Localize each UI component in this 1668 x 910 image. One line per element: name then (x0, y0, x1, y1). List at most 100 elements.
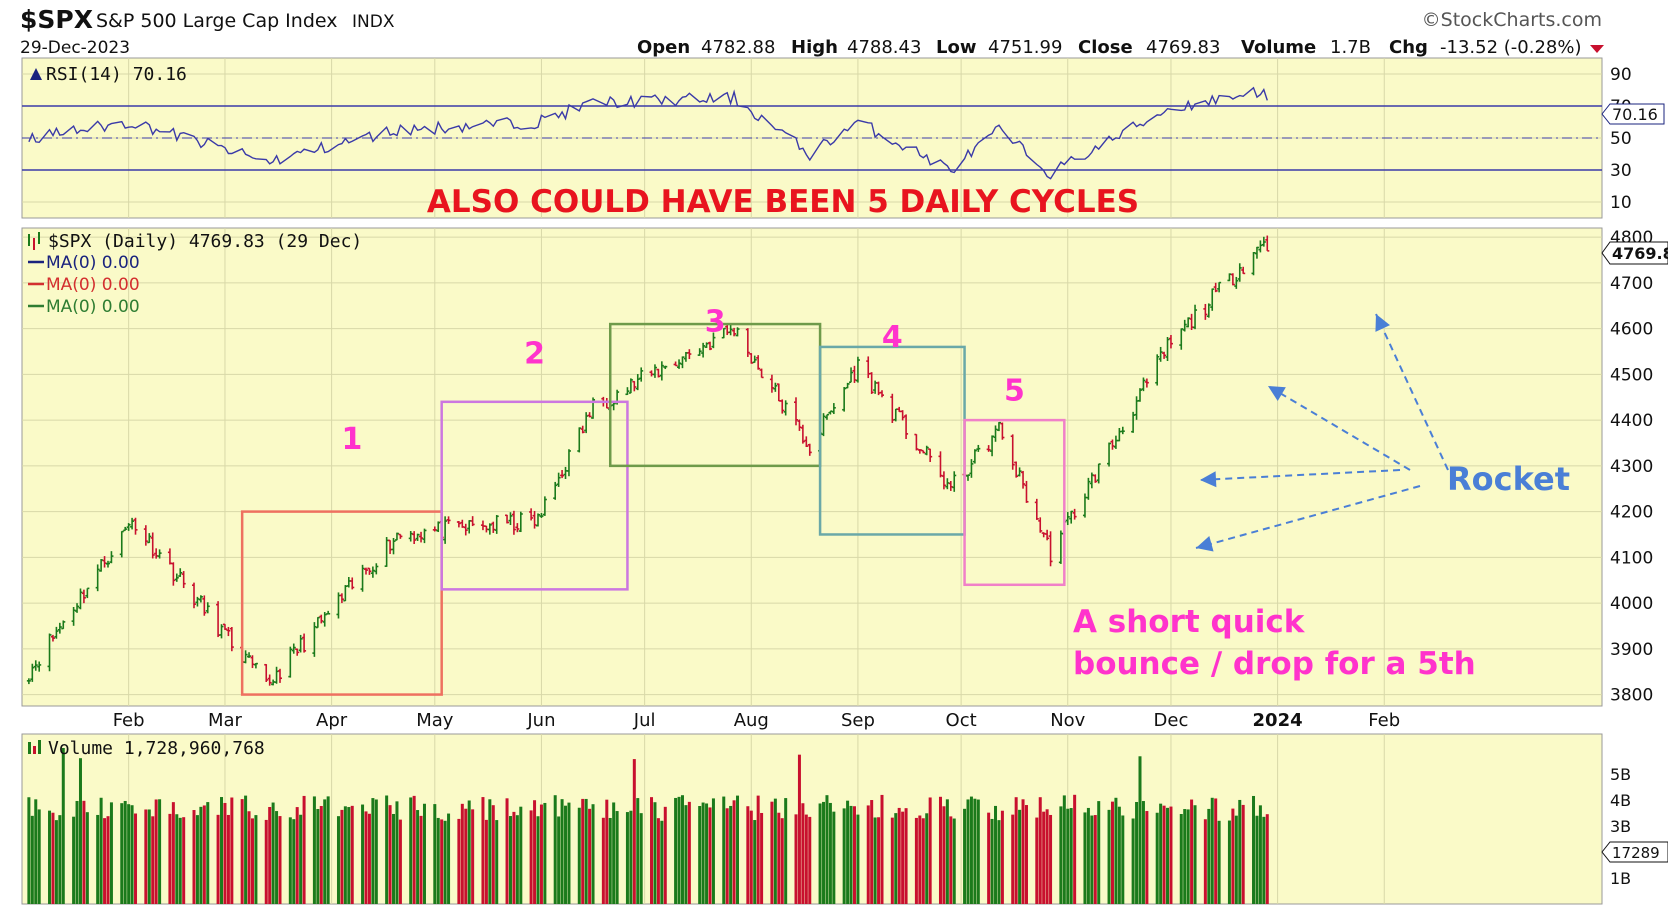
volume-bar (842, 808, 846, 904)
rsi-tick-label: 90 (1610, 65, 1632, 85)
price-tick-label: 4400 (1610, 411, 1653, 431)
price-bar (436, 521, 441, 533)
volume-bar (75, 800, 79, 904)
volume-bar (650, 797, 654, 904)
volume-bar (268, 806, 272, 904)
volume-bar (581, 798, 585, 904)
volume-bar (856, 814, 860, 904)
volume-bar (127, 804, 131, 904)
cycle-label: 1 (341, 422, 362, 457)
volume-bar (832, 811, 836, 904)
price-bar (47, 633, 52, 672)
price-bar (1086, 477, 1091, 500)
volume-bar (1083, 812, 1087, 904)
volume-bar (749, 810, 753, 904)
volume-bar (846, 800, 850, 904)
rocket-arrows (1195, 313, 1449, 552)
price-bar (75, 603, 80, 613)
volume-bar (708, 807, 712, 904)
exchange: INDX (352, 12, 395, 32)
volume-bar (808, 816, 812, 904)
volume-bar (244, 795, 248, 904)
price-bar (508, 512, 513, 526)
volume-bar (123, 800, 127, 904)
price-bar (1162, 351, 1167, 359)
volume-bar (512, 811, 516, 904)
month-label: Aug (734, 710, 769, 731)
price-bar (759, 368, 764, 379)
price-bar (1024, 480, 1029, 503)
volume-bar (577, 807, 581, 904)
price-bar (1038, 517, 1043, 533)
price-bar (972, 449, 977, 464)
volume-bar (533, 800, 537, 904)
price-bar (1206, 303, 1211, 318)
price-bar (849, 367, 854, 384)
volume-bar (818, 803, 822, 904)
volume-bar (1097, 801, 1101, 904)
volume-bar (1179, 814, 1183, 904)
volume-bar (901, 811, 905, 904)
price-bar (494, 514, 499, 534)
price-legend-label: $SPX (Daily) 4769.83 (29 Dec) (48, 231, 362, 252)
note-line-2: bounce / drop for a 5th (1073, 646, 1476, 682)
rocket-arrow-head-icon (1196, 536, 1214, 552)
price-bar (1110, 439, 1115, 450)
volume-tick-label: 1B (1610, 869, 1631, 888)
price-bar (687, 349, 692, 360)
price-bar (990, 435, 995, 457)
price-bar (735, 327, 740, 337)
volume-bar (247, 811, 251, 904)
price-bar (198, 595, 203, 603)
price-bar (966, 474, 970, 481)
volume-bar (443, 820, 447, 904)
volume-bar (780, 818, 784, 904)
volume-bar (508, 816, 512, 904)
volume-bar (866, 805, 870, 904)
volume-bar (199, 806, 203, 904)
volume-bar (409, 797, 413, 904)
volume-bar (760, 812, 764, 904)
volume-bar (230, 797, 234, 904)
price-tick-label: 4300 (1610, 457, 1653, 477)
volume-bar (481, 797, 485, 904)
volume-bar (1231, 808, 1235, 904)
volume-bar (680, 795, 684, 904)
volume-bar (385, 795, 389, 904)
volume-bar (288, 817, 292, 904)
price-bar (1230, 273, 1235, 286)
volume-bar (109, 802, 113, 904)
price-tick-label: 4200 (1610, 503, 1653, 523)
price-bar (415, 533, 420, 541)
price-tick-label: 4100 (1610, 548, 1653, 568)
price-bar (756, 355, 761, 370)
ma-legend-label: MA(0) 0.00 (46, 275, 140, 295)
price-bar (370, 566, 375, 578)
volume-bar (773, 798, 777, 904)
volume-layer (27, 748, 1269, 904)
volume-bar (1193, 805, 1197, 904)
price-bar (109, 551, 114, 564)
volume-bar (195, 815, 199, 904)
volume-bar (732, 800, 736, 904)
volume-bar (674, 797, 678, 904)
volume-bar (852, 806, 856, 904)
price-tick-label: 4700 (1610, 274, 1653, 294)
volume-bar (605, 799, 609, 904)
volume-bar (801, 803, 805, 904)
price-bar (253, 662, 258, 669)
high-value: 4788.43 (847, 37, 921, 58)
volume-bar (96, 814, 100, 904)
volume-bar (292, 819, 296, 904)
price-bar (226, 626, 231, 637)
volume-bar (85, 812, 89, 904)
price-bar (1096, 463, 1101, 484)
price-bar (1000, 422, 1005, 440)
note-line-1: A short quick (1073, 604, 1306, 640)
volume-bar (326, 796, 330, 904)
price-bar (560, 470, 565, 479)
price-bar (904, 414, 909, 439)
price-bar (57, 622, 62, 634)
volume-bar (416, 810, 420, 904)
price-bar (553, 481, 558, 500)
